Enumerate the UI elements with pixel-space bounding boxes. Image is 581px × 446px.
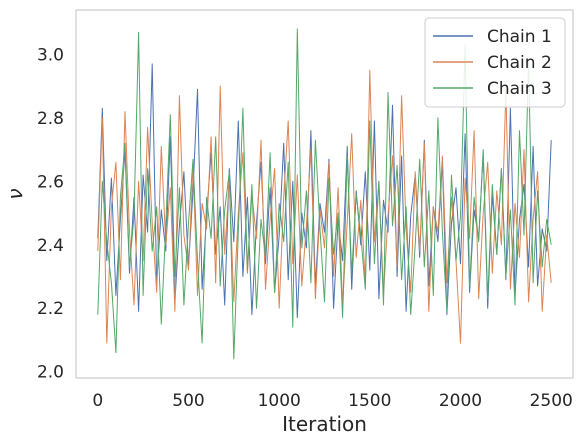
y-tick-label: 3.0 — [37, 45, 64, 65]
y-tick-label: 2.6 — [37, 172, 64, 192]
x-tick-label: 1500 — [348, 391, 391, 411]
legend-box — [424, 17, 566, 108]
x-tick-label: 0 — [92, 391, 103, 411]
plot-frame — [75, 9, 574, 379]
y-tick-label: 2.8 — [37, 109, 64, 129]
series-line-chain-3 — [97, 28, 552, 360]
x-tick-label: 2500 — [530, 391, 573, 411]
series-line-chain-1 — [97, 63, 552, 319]
y-tick-label: 2.2 — [37, 299, 64, 319]
y-tick-labels: 2.0 2.2 2.4 2.6 2.8 3.0 — [37, 45, 64, 382]
y-axis-label: ν — [3, 188, 27, 199]
legend-label-chain-2: Chain 2 — [487, 53, 552, 73]
x-tick-label: 2000 — [439, 391, 482, 411]
x-tick-label: 500 — [172, 391, 204, 411]
series-layer — [97, 28, 552, 360]
x-tick-labels: 0 500 1000 1500 2000 2500 — [92, 391, 572, 411]
legend: Chain 1 Chain 2 Chain 3 — [424, 17, 566, 108]
legend-label-chain-1: Chain 1 — [487, 27, 552, 47]
y-tick-label: 2.4 — [37, 236, 64, 256]
legend-label-chain-3: Chain 3 — [487, 79, 552, 99]
y-tick-label: 2.0 — [37, 363, 64, 383]
x-tick-label: 1000 — [258, 391, 301, 411]
x-axis-label: Iteration — [282, 412, 367, 436]
series-line-chain-2 — [97, 69, 552, 344]
